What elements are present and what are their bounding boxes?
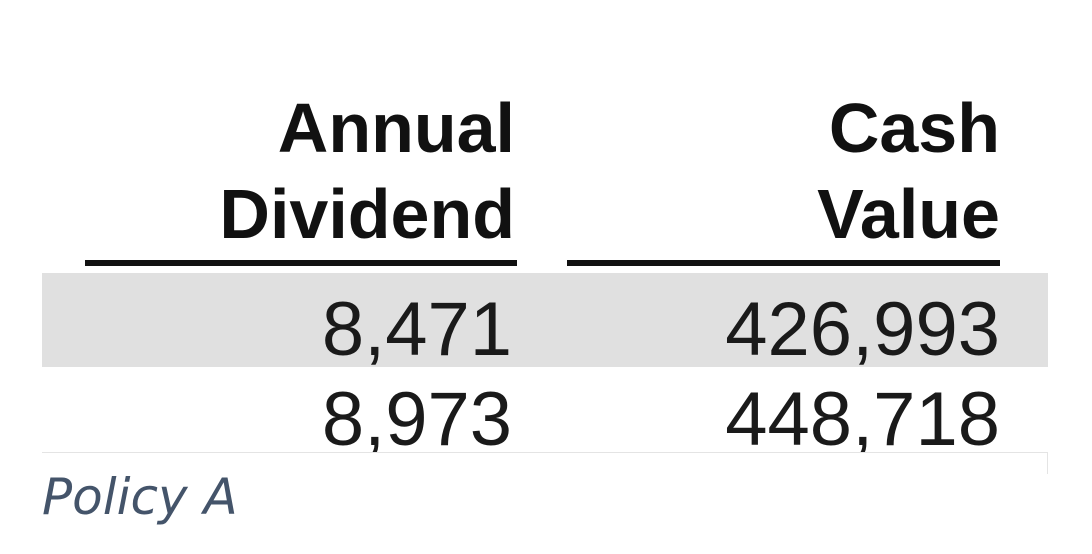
table: Annual Dividend Cash Value 8,471 426,993… [42, 89, 1048, 462]
cell: 448,718 [725, 377, 1000, 462]
column-header: Annual [278, 89, 515, 167]
header-rule [567, 260, 1000, 266]
column-header: Cash [829, 89, 1000, 167]
cell: 8,471 [322, 287, 512, 372]
header-rule [85, 260, 517, 266]
cell: 426,993 [725, 287, 1000, 372]
caption: Policy A [42, 468, 238, 526]
cell: 8,973 [322, 377, 512, 462]
column-header: Dividend [219, 175, 515, 253]
column-header: Value [817, 175, 1000, 253]
row-shading [42, 273, 1048, 367]
